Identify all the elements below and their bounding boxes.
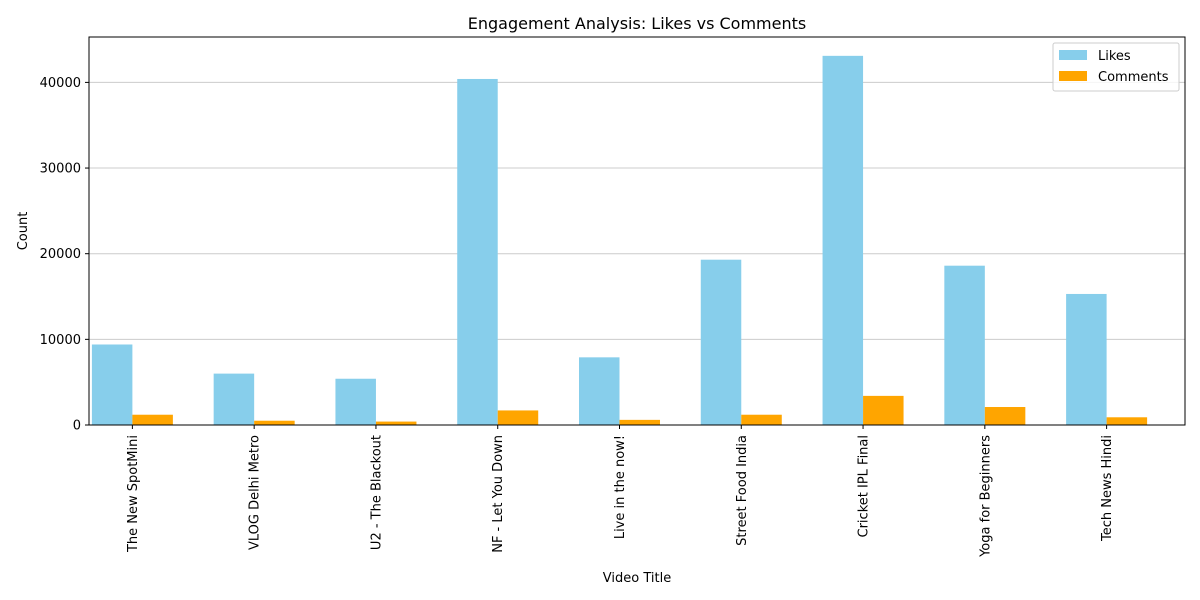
bar-comments-9 bbox=[1106, 417, 1148, 425]
y-tick-label: 40000 bbox=[40, 76, 81, 91]
x-tick-label: U2 - The Blackout bbox=[369, 435, 384, 550]
bar-likes-1 bbox=[91, 344, 133, 425]
bar-comments-2 bbox=[254, 420, 295, 425]
x-tick-label: Live in the now! bbox=[613, 435, 628, 539]
y-axis-ticks: 0 10000 20000 30000 40000 bbox=[40, 76, 89, 434]
legend-swatch-comments bbox=[1059, 71, 1087, 81]
bar-likes-9 bbox=[1066, 293, 1107, 425]
y-tick-label: 20000 bbox=[40, 247, 81, 262]
bar-likes-8 bbox=[944, 265, 985, 425]
plot-frame bbox=[88, 36, 1186, 426]
x-tick-label: Tech News Hindi bbox=[1100, 435, 1115, 542]
bar-comments-4 bbox=[497, 410, 539, 425]
bar-likes-4 bbox=[457, 78, 498, 426]
bar-comments-7 bbox=[863, 395, 904, 425]
x-axis-label: Video Title bbox=[603, 571, 671, 586]
legend: Likes Comments bbox=[1052, 42, 1180, 92]
y-tick-label: 0 bbox=[73, 419, 81, 434]
bar-comments-6 bbox=[741, 414, 782, 425]
y-tick-label: 30000 bbox=[40, 162, 81, 177]
x-tick-label: Cricket IPL Final bbox=[857, 435, 872, 537]
bars bbox=[91, 55, 1148, 426]
x-tick-label: The New SpotMini bbox=[126, 435, 141, 553]
bar-likes-7 bbox=[822, 55, 864, 426]
bar-likes-5 bbox=[579, 357, 620, 425]
bar-comments-1 bbox=[132, 414, 173, 425]
bar-likes-3 bbox=[335, 378, 376, 425]
chart-title: Engagement Analysis: Likes vs Comments bbox=[468, 14, 806, 33]
bar-comments-5 bbox=[619, 419, 660, 425]
x-tick-label: VLOG Delhi Metro bbox=[248, 435, 263, 550]
bar-likes-6 bbox=[700, 259, 742, 425]
bar-comments-3 bbox=[375, 421, 417, 425]
y-tick-label: 10000 bbox=[40, 333, 81, 348]
x-tick-label: NF - Let You Down bbox=[491, 435, 506, 553]
x-tick-label: Yoga for Beginners bbox=[978, 435, 993, 558]
bar-likes-2 bbox=[213, 373, 255, 425]
y-axis-label: Count bbox=[16, 212, 31, 251]
bar-comments-8 bbox=[984, 407, 1026, 425]
legend-label-likes: Likes bbox=[1098, 49, 1131, 64]
x-tick-label: Street Food India bbox=[735, 435, 750, 546]
x-axis-ticks: The New SpotMini VLOG Delhi Metro U2 - The… bbox=[126, 425, 1115, 558]
legend-swatch-likes bbox=[1059, 50, 1087, 60]
legend-label-comments: Comments bbox=[1098, 70, 1169, 85]
